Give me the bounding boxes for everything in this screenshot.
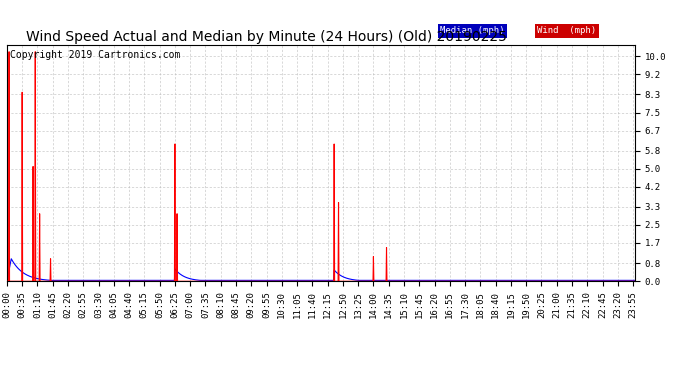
Text: Wind Speed Actual and Median by Minute (24 Hours) (Old) 20190225: Wind Speed Actual and Median by Minute (… (26, 30, 506, 44)
Text: Copyright 2019 Cartronics.com: Copyright 2019 Cartronics.com (10, 50, 180, 60)
Text: Median (mph): Median (mph) (440, 26, 504, 35)
Text: Wind  (mph): Wind (mph) (538, 26, 597, 35)
